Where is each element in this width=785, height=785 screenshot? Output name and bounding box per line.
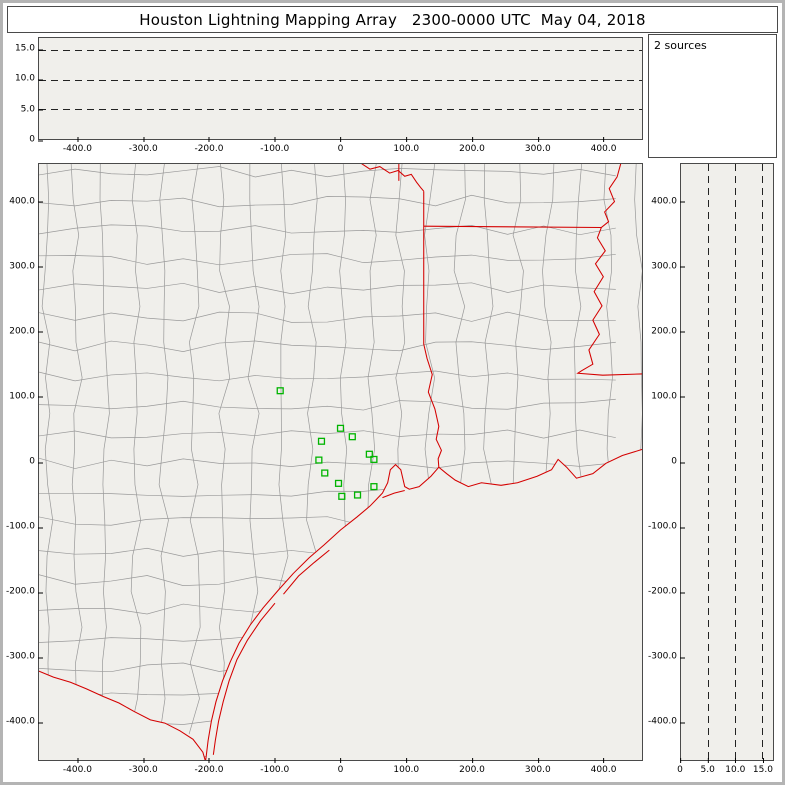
panel-altitude-east-west: 15.0 10.0 5.0 0 -400.0 -300.0 -200.0 -10… — [8, 34, 646, 158]
y-tick-label: 5.0 — [20, 104, 44, 115]
state-borders — [39, 164, 642, 760]
y-tick-label: 400.0 — [9, 196, 43, 207]
x-tick-label: 100.0 — [393, 758, 420, 775]
red-river-border — [361, 164, 425, 192]
y-tick-label: 100.0 — [651, 391, 685, 402]
lma-station — [353, 491, 362, 499]
y-tick-label: -200.0 — [647, 586, 686, 597]
lma-station — [276, 387, 284, 395]
barrier-island — [212, 602, 276, 755]
altitude-gridline-10km — [39, 79, 642, 81]
sources-count-label: 2 sources — [654, 39, 707, 52]
y-tick-label: -200.0 — [5, 586, 44, 597]
x-tick-label: -100.0 — [260, 758, 290, 775]
map-y-axis: 400.0 300.0 200.0 100.0 0 -100.0 -200.0 … — [5, 163, 44, 761]
y-tick-label: 0 — [29, 456, 43, 467]
map-plot[interactable] — [38, 163, 643, 761]
x-tick-label: 0 — [677, 758, 683, 775]
x-tick-label: 300.0 — [524, 758, 551, 775]
x-tick-label: 5.0 — [700, 758, 715, 775]
x-tick-label: -400.0 — [62, 758, 92, 775]
x-tick-label: 200.0 — [459, 137, 485, 154]
mississippi-border — [576, 164, 642, 376]
alt-ew-x-axis: -400.0 -300.0 -200.0 -100.0 0 100.0 200.… — [38, 137, 643, 158]
y-tick-label: 0 — [671, 456, 685, 467]
lma-station — [365, 450, 373, 458]
y-tick-label: 200.0 — [9, 326, 43, 337]
y-tick-label: 300.0 — [9, 261, 43, 272]
x-tick-label: 400.0 — [590, 137, 617, 154]
altitude-gridline-5km — [708, 164, 710, 760]
lma-station — [348, 433, 356, 441]
x-tick-label: 15.0 — [752, 758, 773, 775]
x-tick-label: 400.0 — [590, 758, 617, 775]
y-tick-label: -300.0 — [5, 651, 44, 662]
y-tick-label: 300.0 — [651, 261, 685, 272]
barrier-island — [283, 549, 330, 595]
x-tick-label: -200.0 — [194, 137, 224, 154]
y-tick-label: 200.0 — [651, 326, 685, 337]
y-tick-label: -400.0 — [647, 716, 686, 727]
alt-ew-y-axis: 15.0 10.0 5.0 0 — [8, 37, 44, 144]
ar-la-border — [423, 225, 602, 229]
x-tick-label: 0 — [337, 758, 344, 775]
panel-sources: 2 sources — [648, 34, 777, 158]
altitude-gridline-5km — [39, 109, 642, 111]
lma-station — [370, 455, 378, 463]
lma-station — [334, 479, 343, 487]
alt-ns-plot[interactable] — [680, 163, 774, 761]
lma-station — [321, 469, 329, 477]
lma-station — [315, 456, 323, 464]
x-tick-label: 300.0 — [524, 137, 551, 154]
alt-ns-x-axis: 0 5.0 10.0 15.0 — [677, 758, 774, 779]
map-canvas[interactable] — [39, 164, 642, 760]
county-borders — [39, 164, 642, 760]
window-title: Houston Lightning Mapping Array 2300-000… — [139, 10, 646, 29]
sabine-border — [423, 191, 443, 468]
lma-station — [370, 483, 378, 491]
x-tick-label: -300.0 — [128, 758, 158, 775]
lma-station — [317, 437, 326, 445]
y-tick-label: 15.0 — [14, 43, 44, 54]
alt-ew-plot[interactable] — [38, 37, 643, 140]
altitude-gridline-15km — [39, 49, 642, 51]
x-tick-label: 10.0 — [725, 758, 746, 775]
x-tick-label: -400.0 — [62, 137, 92, 154]
alt-ns-y-axis: 400.0 300.0 200.0 100.0 0 -100.0 -200.0 … — [647, 163, 686, 761]
y-tick-label: 100.0 — [9, 391, 43, 402]
altitude-gridline-15km — [762, 164, 764, 760]
coastline — [39, 448, 642, 760]
x-tick-label: -200.0 — [194, 758, 224, 775]
y-tick-label: -400.0 — [5, 716, 44, 727]
panel-altitude-north-south: 400.0 300.0 200.0 100.0 0 -100.0 -200.0 … — [648, 160, 777, 779]
x-tick-label: 0 — [337, 137, 344, 154]
y-tick-label: 10.0 — [14, 73, 44, 84]
y-tick-label: 400.0 — [651, 196, 685, 207]
panel-map: 400.0 300.0 200.0 100.0 0 -100.0 -200.0 … — [5, 160, 646, 779]
y-tick-label: -100.0 — [5, 521, 44, 532]
station-markers — [276, 387, 378, 500]
y-tick-label: -300.0 — [647, 651, 686, 662]
barrier-island — [382, 490, 405, 499]
altitude-gridline-10km — [735, 164, 737, 760]
title-bar: Houston Lightning Mapping Array 2300-000… — [7, 6, 778, 33]
map-x-axis: -400.0 -300.0 -200.0 -100.0 0 100.0 200.… — [38, 758, 643, 779]
y-tick-label: -100.0 — [647, 521, 686, 532]
x-tick-label: 200.0 — [459, 758, 485, 775]
x-tick-label: -100.0 — [260, 137, 290, 154]
x-tick-label: -300.0 — [128, 137, 158, 154]
x-tick-label: 100.0 — [393, 137, 420, 154]
lma-station — [336, 424, 345, 432]
lma-station — [338, 492, 346, 500]
y-tick-label: 0 — [29, 134, 43, 145]
